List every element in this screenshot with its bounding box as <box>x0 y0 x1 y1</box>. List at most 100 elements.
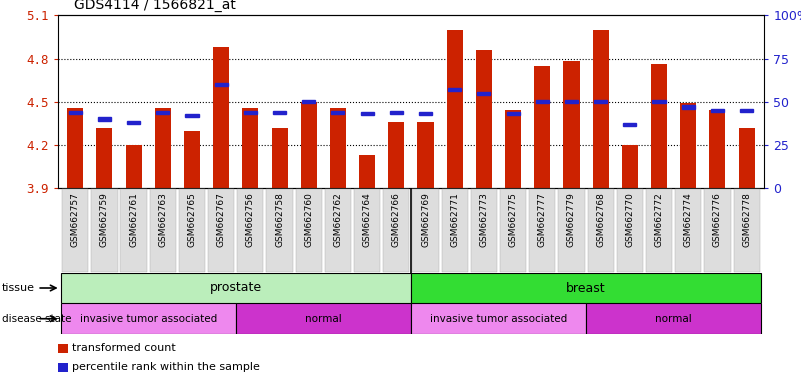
Text: GSM662778: GSM662778 <box>743 192 751 247</box>
Bar <box>565 100 578 103</box>
Bar <box>505 110 521 188</box>
Bar <box>273 111 286 114</box>
Text: invasive tumor associated: invasive tumor associated <box>79 314 217 324</box>
Bar <box>675 189 702 272</box>
Bar <box>62 189 88 272</box>
Bar <box>332 111 344 114</box>
Bar <box>300 102 316 188</box>
Bar <box>302 100 316 103</box>
Text: GSM662758: GSM662758 <box>275 192 284 247</box>
Bar <box>185 114 199 117</box>
Bar <box>296 189 322 272</box>
Bar <box>411 303 586 334</box>
Text: GSM662773: GSM662773 <box>479 192 489 247</box>
Text: GSM662779: GSM662779 <box>567 192 576 247</box>
Bar <box>388 122 405 188</box>
Text: percentile rank within the sample: percentile rank within the sample <box>72 362 260 372</box>
Bar <box>477 91 490 95</box>
Bar <box>417 122 433 188</box>
Text: transformed count: transformed count <box>72 343 175 353</box>
Bar <box>208 189 234 272</box>
Bar <box>740 109 753 112</box>
Text: GSM662762: GSM662762 <box>333 192 343 247</box>
Bar <box>67 108 83 188</box>
Text: GSM662766: GSM662766 <box>392 192 400 247</box>
Bar <box>156 111 169 114</box>
Bar <box>739 127 755 188</box>
Text: normal: normal <box>655 314 692 324</box>
Bar <box>534 66 550 188</box>
Bar <box>126 145 142 188</box>
Bar <box>354 189 380 272</box>
Bar <box>413 189 439 272</box>
Bar <box>558 189 585 272</box>
Bar <box>447 30 463 188</box>
Text: GSM662776: GSM662776 <box>713 192 722 247</box>
Text: breast: breast <box>566 281 606 295</box>
Bar <box>58 344 67 353</box>
Bar <box>213 47 229 188</box>
Bar <box>623 122 637 126</box>
Bar <box>500 189 526 272</box>
Bar <box>360 112 374 116</box>
Bar <box>91 189 118 272</box>
Bar <box>359 155 375 188</box>
Text: GSM662765: GSM662765 <box>187 192 196 247</box>
Text: GSM662772: GSM662772 <box>654 192 663 247</box>
Bar <box>646 189 672 272</box>
Text: GSM662768: GSM662768 <box>596 192 606 247</box>
Bar <box>96 127 112 188</box>
Bar <box>593 30 609 188</box>
Bar <box>120 189 147 272</box>
Bar <box>588 189 614 272</box>
Text: GSM662757: GSM662757 <box>70 192 79 247</box>
Bar <box>127 121 140 124</box>
Bar <box>563 61 579 188</box>
Bar <box>682 105 694 109</box>
Bar <box>243 108 259 188</box>
Bar <box>150 189 176 272</box>
Bar <box>69 111 82 114</box>
Bar <box>235 303 411 334</box>
Bar <box>324 189 351 272</box>
Text: disease state: disease state <box>2 314 71 324</box>
Bar <box>536 100 549 103</box>
Text: normal: normal <box>305 314 342 324</box>
Text: GSM662771: GSM662771 <box>450 192 459 247</box>
Bar <box>411 273 761 303</box>
Bar <box>617 189 643 272</box>
Bar <box>61 273 411 303</box>
Bar <box>506 112 520 116</box>
Bar <box>471 189 497 272</box>
Bar <box>441 189 468 272</box>
Text: GSM662756: GSM662756 <box>246 192 255 247</box>
Bar <box>653 100 666 103</box>
Text: GSM662760: GSM662760 <box>304 192 313 247</box>
Bar <box>710 110 726 188</box>
Bar <box>651 64 667 188</box>
Bar <box>390 111 403 114</box>
Bar <box>734 189 760 272</box>
Bar <box>58 363 67 372</box>
Text: GDS4114 / 1566821_at: GDS4114 / 1566821_at <box>74 0 235 12</box>
Bar <box>529 189 555 272</box>
Text: GSM662763: GSM662763 <box>159 192 167 247</box>
Text: GSM662759: GSM662759 <box>100 192 109 247</box>
Text: invasive tumor associated: invasive tumor associated <box>430 314 567 324</box>
Text: GSM662777: GSM662777 <box>537 192 547 247</box>
Bar <box>244 111 257 114</box>
Text: tissue: tissue <box>2 283 34 293</box>
Bar <box>237 189 264 272</box>
Bar <box>215 83 227 86</box>
Bar <box>704 189 731 272</box>
Bar <box>594 100 607 103</box>
Bar <box>710 109 724 112</box>
Bar <box>155 108 171 188</box>
Text: GSM662764: GSM662764 <box>363 192 372 247</box>
Text: GSM662775: GSM662775 <box>509 192 517 247</box>
Bar <box>272 127 288 188</box>
Bar <box>98 118 111 121</box>
Text: GSM662761: GSM662761 <box>129 192 138 247</box>
Text: prostate: prostate <box>210 281 262 295</box>
Bar <box>622 145 638 188</box>
